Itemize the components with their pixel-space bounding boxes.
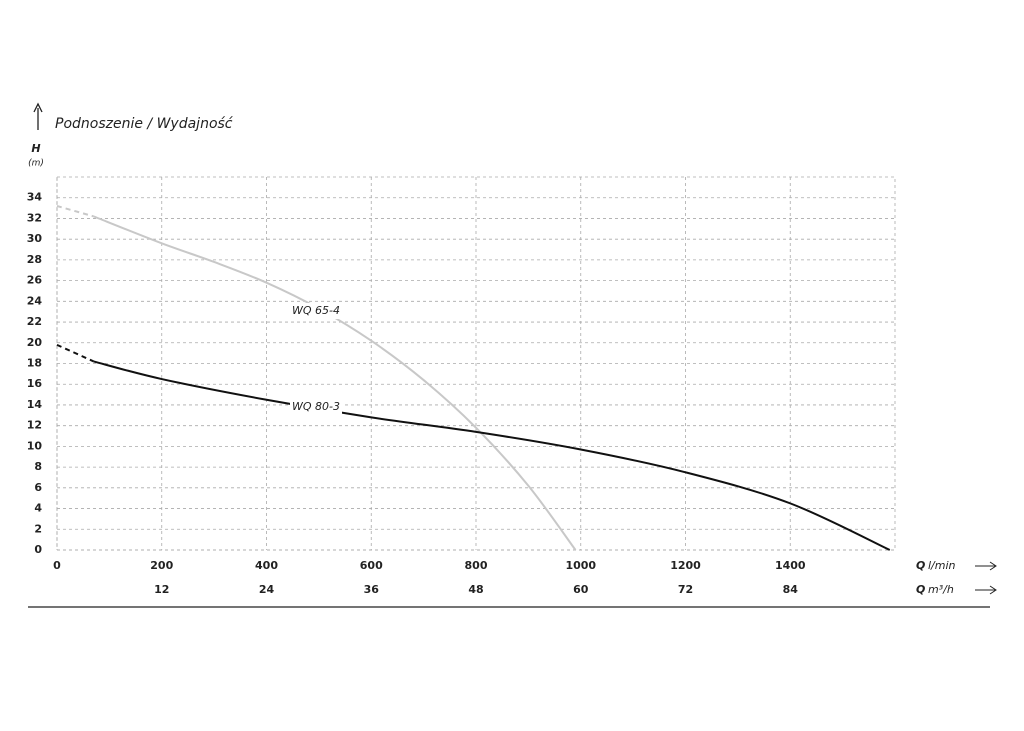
curve-label: WQ 65-4 [292, 304, 340, 317]
x-arrow [975, 561, 997, 571]
x2-tick-label: 72 [678, 583, 693, 596]
y-tick-label: 28 [27, 253, 42, 266]
y-tick-label: 8 [34, 460, 42, 473]
x-axis-unit: l/min [928, 559, 956, 572]
x2-tick-label: 24 [259, 583, 275, 596]
chart-title: Podnoszenie / Wydajność [55, 116, 234, 132]
up-arrow-head [33, 102, 43, 113]
y-tick-label: 6 [34, 481, 42, 494]
y-tick-label: 32 [27, 211, 42, 224]
curve [56, 343, 95, 363]
x2-tick-label: 84 [783, 583, 799, 596]
x2-tick-label: 48 [468, 583, 483, 596]
x-tick-label: 200 [150, 559, 173, 572]
x2-axis-unit: m³/h [928, 583, 954, 596]
curve [93, 360, 891, 551]
y-tick-label: 16 [27, 377, 43, 390]
x-tick-label: 400 [255, 559, 278, 572]
curve [93, 215, 577, 551]
x2-arrow [975, 585, 997, 595]
y-tick-label: 12 [27, 419, 42, 432]
y-tick-label: 34 [27, 191, 43, 204]
y-tick-label: 0 [34, 543, 42, 556]
x-tick-label: 800 [465, 559, 488, 572]
curve [56, 205, 94, 218]
y-tick-label: 18 [27, 357, 42, 370]
x-tick-label: 1200 [670, 559, 701, 572]
x2-tick-label: 36 [364, 583, 380, 596]
y-tick-label: 10 [27, 439, 43, 452]
y-axis-symbol: H [31, 142, 40, 155]
curve-label-bg [290, 303, 342, 319]
y-tick-label: 30 [27, 232, 43, 245]
y-tick-label: 22 [27, 315, 42, 328]
y-tick-label: 26 [27, 274, 43, 287]
x2-tick-label: 60 [573, 583, 589, 596]
x-tick-label: 1000 [565, 559, 596, 572]
y-tick-label: 4 [34, 502, 42, 515]
x-tick-label: 0 [53, 559, 61, 572]
x-axis-symbol: Q [916, 559, 925, 572]
y-tick-label: 20 [27, 336, 43, 349]
x-tick-label: 1400 [775, 559, 806, 572]
y-tick-label: 14 [27, 398, 43, 411]
curve-label-bg [290, 399, 342, 415]
y-tick-label: 2 [34, 522, 42, 535]
x2-axis-symbol: Q [916, 583, 925, 596]
y-axis-unit: (m) [28, 159, 44, 169]
y-tick-label: 24 [27, 294, 43, 307]
x-tick-label: 600 [360, 559, 383, 572]
curve-label: WQ 80-3 [292, 400, 340, 413]
x2-tick-label: 12 [154, 583, 169, 596]
